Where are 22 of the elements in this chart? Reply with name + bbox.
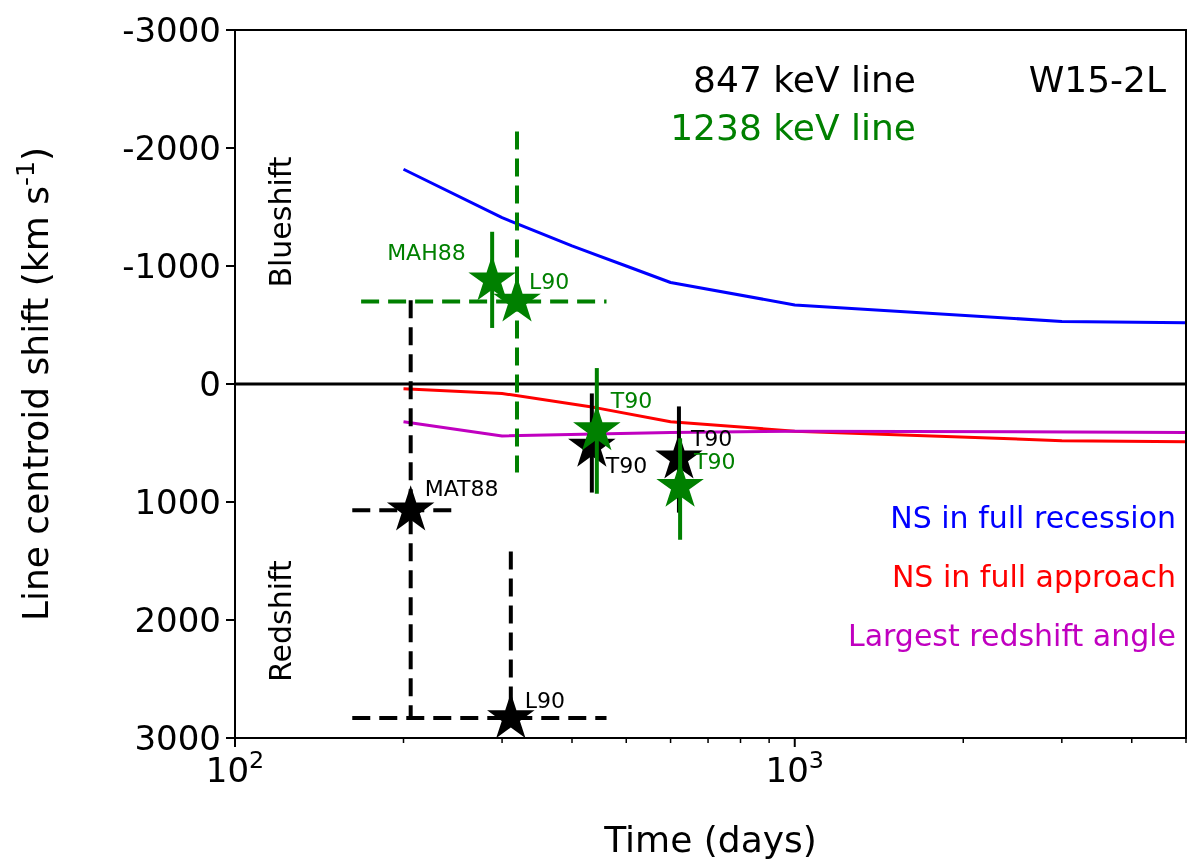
data-label: T90 xyxy=(604,452,648,478)
text: Largest redshift angle xyxy=(847,618,1176,653)
annotation: W15-2L xyxy=(1028,59,1166,100)
data-label: MAH88 xyxy=(387,240,466,266)
x-axis-title: Time (days) xyxy=(603,819,817,860)
text: 1238 keV line xyxy=(670,107,916,148)
annotation: Blueshift xyxy=(263,156,298,288)
text: NS in full approach xyxy=(891,559,1176,594)
y-tick-label: -3000 xyxy=(122,10,221,50)
y-tick-label: 0 xyxy=(199,364,221,404)
y-tick-label: 2000 xyxy=(134,600,221,640)
data-label: L90 xyxy=(524,687,566,713)
y-tick-label: 1000 xyxy=(134,482,221,522)
data-label: MAT88 xyxy=(424,476,499,502)
y-tick-label: -1000 xyxy=(122,246,221,286)
x-tick-label: 10$^{3}$ xyxy=(765,746,824,790)
data-label: T90 xyxy=(609,388,653,414)
data-label: L90 xyxy=(529,269,570,295)
text: 847 keV line xyxy=(693,59,916,100)
annotation: Redshift xyxy=(263,559,298,682)
y-tick-label: -2000 xyxy=(122,128,221,168)
text: NS in full recession xyxy=(890,500,1176,535)
